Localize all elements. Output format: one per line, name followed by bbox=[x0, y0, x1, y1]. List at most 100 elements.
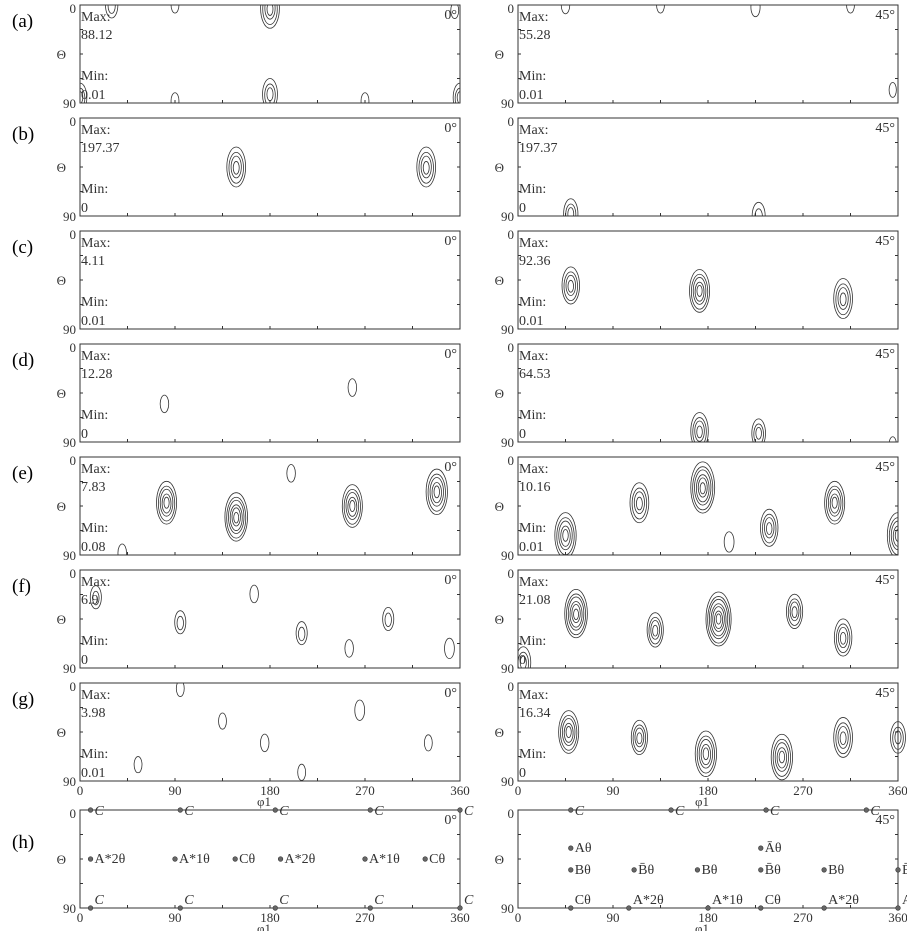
contour-line bbox=[569, 601, 583, 628]
contour-line bbox=[176, 615, 184, 631]
panel-frame bbox=[79, 343, 461, 443]
max-value: 197.37 bbox=[81, 141, 120, 156]
x-tick-label: 0 bbox=[515, 910, 522, 925]
contour-line bbox=[561, 718, 576, 746]
contour-line bbox=[690, 273, 709, 310]
section-label: 45° bbox=[875, 8, 895, 23]
max-value: 3.98 bbox=[81, 706, 106, 721]
contour-line bbox=[751, 201, 766, 216]
panel-row-label: (b) bbox=[12, 124, 34, 145]
contour-line bbox=[699, 482, 706, 495]
contour-line bbox=[786, 593, 804, 629]
x-tick-label: 180 bbox=[698, 783, 718, 798]
min-value: 0 bbox=[81, 653, 88, 668]
contour-line bbox=[892, 525, 898, 547]
contour-line bbox=[264, 5, 276, 20]
section-label: 45° bbox=[875, 121, 895, 136]
contour-line bbox=[80, 82, 88, 103]
contour-line bbox=[833, 717, 853, 758]
contour-line bbox=[229, 504, 243, 531]
contour-line bbox=[231, 507, 241, 527]
max-label: Max: bbox=[519, 688, 549, 703]
panel-row-label: (d) bbox=[12, 350, 34, 371]
contour-line bbox=[770, 733, 793, 781]
contour-line bbox=[433, 485, 440, 499]
min-value: 0.01 bbox=[519, 314, 544, 329]
max-label: Max: bbox=[519, 236, 549, 251]
min-value: 0.01 bbox=[81, 766, 106, 781]
contour-line bbox=[89, 585, 102, 610]
contour-line bbox=[262, 78, 278, 103]
contour-line bbox=[894, 529, 898, 542]
panel-row-label: (g) bbox=[12, 689, 34, 710]
section-label: 45° bbox=[875, 573, 895, 588]
min-label: Min: bbox=[81, 182, 108, 197]
contour-line bbox=[423, 734, 433, 752]
contour-line bbox=[692, 466, 714, 511]
section-label: 0° bbox=[444, 234, 457, 249]
x-tick-label: 270 bbox=[793, 910, 813, 925]
orientation-marker bbox=[631, 867, 637, 873]
contour-line bbox=[831, 496, 838, 509]
section-label: 0° bbox=[444, 573, 457, 588]
contour-line bbox=[839, 731, 847, 746]
contour-line bbox=[700, 744, 712, 766]
orientation-label: Bθ bbox=[575, 863, 591, 878]
contour-line bbox=[696, 425, 703, 439]
orientation-label: Cθ bbox=[239, 852, 255, 867]
contour-line bbox=[429, 477, 444, 507]
orientation-marker bbox=[87, 807, 94, 813]
contour-line bbox=[224, 492, 248, 542]
contour-line bbox=[347, 378, 358, 397]
contour-line bbox=[80, 87, 86, 103]
contour-line bbox=[80, 91, 84, 103]
orientation-label: C bbox=[770, 804, 780, 819]
y-tick-bottom: 90 bbox=[501, 901, 514, 916]
max-label: Max: bbox=[519, 123, 549, 138]
y-tick-bottom: 90 bbox=[63, 774, 76, 789]
section-label: 45° bbox=[875, 460, 895, 475]
orientation-marker bbox=[758, 845, 764, 851]
contour-line bbox=[354, 699, 366, 721]
orientation-label: A*2θ bbox=[285, 852, 316, 867]
contour-line bbox=[565, 203, 577, 216]
y-axis-label: Θ bbox=[495, 160, 504, 175]
contour-line bbox=[702, 747, 710, 761]
orientation-marker bbox=[895, 905, 901, 911]
y-tick-top: 0 bbox=[70, 453, 77, 468]
contour-line bbox=[656, 5, 665, 14]
orientation-marker bbox=[367, 905, 373, 911]
orientation-marker bbox=[863, 807, 869, 813]
contour-line bbox=[456, 91, 460, 103]
y-tick-bottom: 90 bbox=[63, 548, 76, 563]
x-tick-label: 0 bbox=[77, 783, 84, 798]
min-label: Min: bbox=[519, 295, 546, 310]
panel-row-label: (e) bbox=[12, 463, 33, 484]
orientation-marker bbox=[277, 856, 284, 862]
y-tick-bottom: 90 bbox=[63, 322, 76, 337]
contour-line bbox=[286, 464, 296, 483]
orientation-label: B̄θ bbox=[765, 862, 781, 878]
contour-line bbox=[633, 491, 645, 515]
panel-e-45: 0 90 Θ 45° Max: 10.16 Min: 0.01 bbox=[495, 453, 899, 563]
max-label: Max: bbox=[81, 349, 111, 364]
y-axis-label: Θ bbox=[57, 47, 66, 62]
contour-line bbox=[776, 747, 788, 769]
contour-line bbox=[454, 87, 460, 103]
contour-line bbox=[452, 82, 460, 103]
orientation-marker bbox=[367, 807, 373, 813]
section-label: 45° bbox=[875, 686, 895, 701]
contour-line bbox=[787, 598, 802, 626]
contour-line bbox=[345, 492, 360, 520]
contour-line bbox=[133, 756, 143, 774]
contour-line bbox=[343, 488, 361, 525]
min-value: 0.01 bbox=[81, 314, 106, 329]
panel-frame bbox=[79, 569, 461, 669]
contour-line bbox=[829, 493, 840, 514]
contour-line bbox=[249, 584, 259, 604]
y-tick-bottom: 90 bbox=[501, 322, 514, 337]
min-value: 0 bbox=[519, 653, 526, 668]
contour-line bbox=[630, 719, 648, 756]
x-tick-label: 270 bbox=[793, 783, 813, 798]
contour-line bbox=[218, 712, 227, 730]
